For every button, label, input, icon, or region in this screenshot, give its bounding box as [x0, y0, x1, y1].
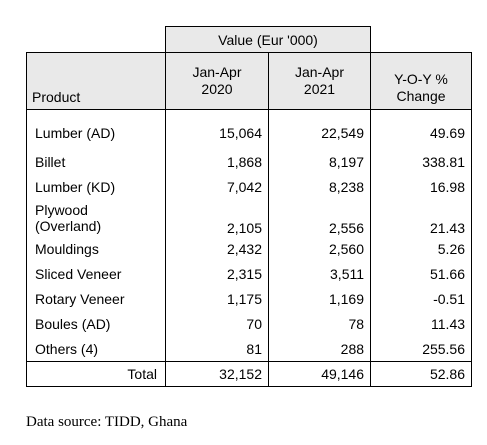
product-line2: (Overland)	[35, 217, 102, 234]
change-cell: 49.69	[370, 109, 473, 149]
table-row: Mouldings 2,432 2,560 5.26	[26, 236, 473, 261]
change-cell: 51.66	[370, 261, 473, 286]
total-row: Total 32,152 49,146 52.86	[26, 361, 473, 387]
group-header-row: Value (Eur '000)	[26, 26, 472, 53]
value-2020-cell: 70	[165, 311, 269, 336]
product-column-header: Product	[26, 52, 166, 110]
change-cell: 16.98	[370, 174, 473, 199]
total-2021-cell: 49,146	[267, 361, 372, 387]
product-cell: Mouldings	[26, 236, 166, 261]
period-2020-line1: Jan-Apr	[192, 64, 242, 80]
value-2021-cell: 1,169	[267, 286, 372, 311]
period-2020-line2: 2020	[201, 81, 233, 97]
table-row: Rotary Veneer 1,175 1,169 -0.51	[26, 286, 473, 311]
product-cell: Rotary Veneer	[26, 286, 166, 311]
table-row: Others (4) 81 288 255.56	[26, 336, 473, 362]
value-2021-cell: 8,238	[267, 174, 372, 199]
value-2020-cell: 2,315	[165, 261, 269, 286]
export-value-table: Value (Eur '000) Product Jan-Apr 2020 Ja…	[26, 26, 473, 387]
table-row: Sliced Veneer 2,315 3,511 51.66	[26, 261, 473, 286]
change-cell: -0.51	[370, 286, 473, 311]
product-line1: Plywood	[35, 201, 88, 218]
value-2020-cell: 2,105	[165, 199, 269, 236]
column-header-row: Product Jan-Apr 2020 Jan-Apr 2021 Y-O-Y …	[26, 52, 473, 110]
change-cell: 255.56	[370, 336, 473, 362]
value-2020-cell: 1,175	[165, 286, 269, 311]
value-2020-cell: 2,432	[165, 236, 269, 261]
change-header-line2: Change	[396, 88, 446, 104]
period-2021-column-header: Jan-Apr 2021	[267, 52, 372, 110]
table-row: Boules (AD) 70 78 11.43	[26, 311, 473, 336]
change-header-line1: Y-O-Y %	[394, 71, 448, 87]
table-row: Billet 1,868 8,197 338.81	[26, 149, 473, 174]
value-2020-cell: 15,064	[165, 109, 269, 149]
value-2021-cell: 22,549	[267, 109, 372, 149]
product-cell: Sliced Veneer	[26, 261, 166, 286]
change-cell: 338.81	[370, 149, 473, 174]
change-cell: 21.43	[370, 199, 473, 236]
header-right-blank	[370, 26, 472, 53]
value-2020-cell: 7,042	[165, 174, 269, 199]
product-cell: Boules (AD)	[26, 311, 166, 336]
table-row: Plywood (Overland) 2,105 2,556 21.43	[26, 199, 473, 236]
product-cell: Others (4)	[26, 336, 166, 362]
period-2021-line2: 2021	[303, 81, 336, 97]
value-2021-cell: 78	[267, 311, 372, 336]
value-2021-cell: 3,511	[267, 261, 372, 286]
data-source-note: Data source: TIDD, Ghana	[26, 414, 188, 430]
value-2021-cell: 288	[267, 336, 372, 362]
period-2020-column-header: Jan-Apr 2020	[165, 52, 269, 110]
value-2021-cell: 2,560	[267, 236, 372, 261]
value-2020-cell: 81	[165, 336, 269, 362]
value-2021-cell: 8,197	[267, 149, 372, 174]
product-cell: Billet	[26, 149, 166, 174]
export-value-table-wrapper: Value (Eur '000) Product Jan-Apr 2020 Ja…	[26, 26, 473, 387]
value-2020-cell: 1,868	[165, 149, 269, 174]
header-corner-blank	[26, 26, 166, 53]
table-row: Lumber (KD) 7,042 8,238 16.98	[26, 174, 473, 199]
change-column-header: Y-O-Y % Change	[370, 52, 473, 110]
total-change-cell: 52.86	[370, 361, 473, 387]
total-2020-cell: 32,152	[165, 361, 269, 387]
product-cell: Plywood (Overland)	[26, 199, 166, 236]
table-row: Lumber (AD) 15,064 22,549 49.69	[26, 109, 473, 149]
change-cell: 11.43	[370, 311, 473, 336]
product-cell: Lumber (KD)	[26, 174, 166, 199]
period-2021-line1: Jan-Apr	[294, 64, 345, 80]
product-cell: Lumber (AD)	[26, 109, 166, 149]
total-label-cell: Total	[26, 361, 166, 387]
value-2021-cell: 2,556	[267, 199, 372, 236]
value-group-header: Value (Eur '000)	[164, 26, 372, 53]
change-cell: 5.26	[370, 236, 473, 261]
